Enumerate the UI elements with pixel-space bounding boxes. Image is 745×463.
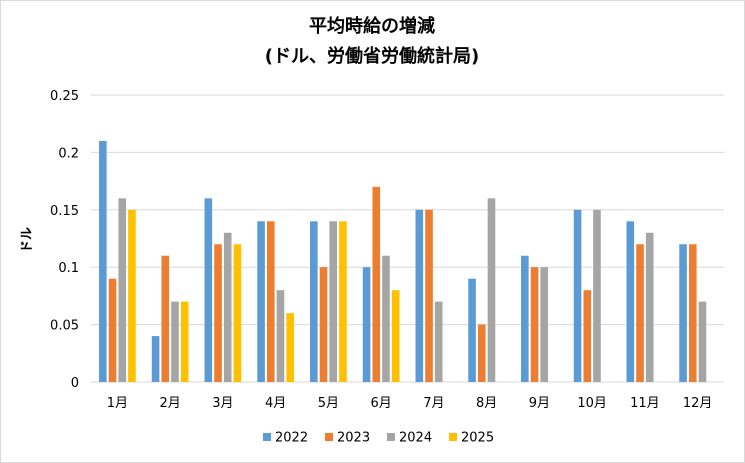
x-tick-label: 3月 — [212, 396, 233, 411]
bar-2022-4 — [257, 221, 265, 382]
x-tick-label: 12月 — [683, 396, 713, 411]
legend-swatch — [263, 433, 271, 441]
bar-2024-10 — [593, 209, 601, 382]
bar-2024-1 — [118, 198, 127, 382]
x-tick-label: 11月 — [630, 396, 660, 411]
bar-2023-2 — [161, 255, 170, 382]
y-tick-label: 0.1 — [58, 261, 79, 276]
bar-2025-5 — [339, 221, 347, 382]
x-tick-label: 4月 — [265, 396, 286, 411]
x-tick-label: 8月 — [476, 396, 497, 411]
x-tick-label: 6月 — [370, 396, 391, 411]
bar-2022-3 — [204, 198, 213, 382]
bar-2023-4 — [266, 221, 275, 382]
bar-2022-2 — [151, 336, 160, 382]
legend-label: 2023 — [337, 431, 370, 446]
bar-2025-1 — [128, 209, 136, 382]
legend-label: 2024 — [399, 431, 432, 446]
bar-2024-6 — [382, 255, 390, 382]
bar-2022-10 — [573, 209, 582, 382]
bar-2024-9 — [540, 267, 549, 382]
bar-2022-9 — [521, 255, 529, 382]
bar-2023-11 — [636, 244, 644, 382]
y-tick-label: 0 — [71, 376, 79, 391]
y-axis-ticks: 0 0.05 0.1 0.15 0.2 0.25 — [50, 89, 79, 391]
legend-label: 2025 — [461, 431, 494, 446]
bar-2024-11 — [645, 232, 654, 382]
bar-2024-12 — [698, 301, 707, 382]
bar-2024-4 — [276, 290, 285, 382]
bar-2023-8 — [477, 324, 486, 382]
bar-2023-7 — [425, 209, 433, 382]
bar-2023-10 — [583, 290, 592, 382]
legend-label: 2022 — [275, 431, 308, 446]
chart-title: 平均時給の増減 — [309, 15, 435, 37]
legend-swatch — [325, 433, 333, 441]
bar-2024-5 — [329, 221, 338, 382]
x-axis-ticks: 1月 2月 3月 4月 5月 6月 7月 8月 9月 10月 11月 12月 — [107, 396, 713, 411]
bar-2024-2 — [171, 301, 179, 382]
bar-2023-9 — [530, 267, 539, 382]
bar-2022-1 — [99, 140, 107, 382]
x-tick-label: 2月 — [159, 396, 180, 411]
bar-2024-7 — [434, 301, 443, 382]
bar-2023-3 — [214, 244, 222, 382]
y-tick-label: 0.2 — [58, 146, 79, 161]
bar-2023-1 — [108, 278, 117, 382]
bar-2022-11 — [626, 221, 635, 382]
bar-2023-12 — [688, 244, 697, 382]
bar-2023-6 — [372, 186, 381, 382]
x-tick-label: 5月 — [318, 396, 339, 411]
y-tick-label: 0.25 — [50, 89, 79, 104]
y-tick-label: 0.05 — [50, 319, 79, 334]
bar-2022-6 — [362, 267, 371, 382]
bar-2025-4 — [286, 313, 294, 382]
gridlines — [91, 94, 724, 383]
bars — [99, 140, 707, 382]
bar-2025-2 — [180, 301, 189, 382]
bar-2024-8 — [487, 198, 496, 382]
x-tick-label: 1月 — [107, 396, 128, 411]
bar-2025-6 — [391, 290, 400, 382]
x-tick-label: 9月 — [529, 396, 550, 411]
y-axis-label: ドル — [20, 227, 35, 253]
bar-2022-8 — [468, 278, 476, 382]
legend: 2022 2023 2024 2025 — [263, 431, 494, 446]
chart-subtitle: (ドル、労働省労働統計局) — [265, 45, 479, 67]
bar-2022-12 — [679, 244, 687, 382]
legend-swatch — [449, 433, 457, 441]
x-tick-label: 10月 — [577, 396, 607, 411]
bar-2024-3 — [223, 232, 232, 382]
bar-2022-5 — [310, 221, 318, 382]
x-tick-label: 7月 — [423, 396, 444, 411]
bar-2022-7 — [415, 209, 424, 382]
legend-swatch — [387, 433, 395, 441]
bar-2025-3 — [233, 244, 242, 382]
bar-2023-5 — [319, 267, 328, 382]
y-tick-label: 0.15 — [50, 204, 79, 219]
